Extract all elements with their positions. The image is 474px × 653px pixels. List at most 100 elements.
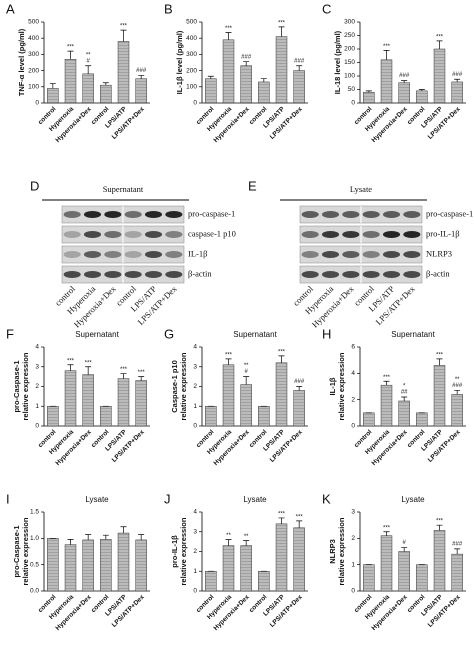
y-tick-label: 3 <box>35 363 39 370</box>
y-tick-label: 2 <box>351 396 355 403</box>
significance-hash: ### <box>452 383 463 389</box>
y-tick-label: 150 <box>344 59 355 66</box>
error-bar <box>138 376 145 381</box>
y-tick-label: 200 <box>186 67 197 74</box>
blot-band <box>342 251 360 258</box>
x-tick-label: LPS/ATP+Dex <box>427 105 462 140</box>
blot-row-label: β-actin <box>426 268 450 278</box>
bar <box>135 380 147 427</box>
bar <box>222 39 235 104</box>
blot-band <box>362 271 380 278</box>
significance-hash: # <box>86 58 90 64</box>
panel-letter: K <box>322 491 331 506</box>
bar <box>433 530 446 592</box>
significance-star: *** <box>436 352 444 358</box>
significance-hash: ### <box>452 72 463 78</box>
error-bar <box>401 547 408 552</box>
panel-letter: B <box>164 1 173 16</box>
blot-row-label: pro-IL-1β <box>426 228 460 238</box>
y-tick-label: 4 <box>35 344 39 351</box>
blot-band <box>104 251 122 258</box>
blot-band <box>342 271 360 278</box>
y-axis-label: Caspase-1 p10 <box>170 360 179 413</box>
y-tick-label: 0 <box>351 423 355 430</box>
blot-band <box>165 231 183 238</box>
y-tick-label: 2 <box>193 548 197 555</box>
blot-row-label: pro-caspase-1 <box>188 208 235 218</box>
x-tick-label: LPS/ATP+Dex <box>111 593 146 628</box>
significance-hash: ### <box>136 68 147 74</box>
blot-band <box>403 251 421 258</box>
y-tick-label: 0 <box>351 100 355 107</box>
bar <box>293 390 305 427</box>
bar <box>117 378 130 427</box>
blot-band <box>342 211 360 218</box>
bar <box>398 551 410 592</box>
blot-band <box>124 211 142 218</box>
panel-letter: H <box>322 326 331 341</box>
blot-band <box>301 231 319 238</box>
subtitle: Supernatant <box>75 330 119 339</box>
bar <box>240 384 252 427</box>
error-bar <box>49 83 56 89</box>
blot-band <box>362 211 380 218</box>
x-tick-label: LPS/ATP+Dex <box>427 593 462 628</box>
error-bar <box>120 526 127 534</box>
blot-band <box>63 251 81 258</box>
y-tick-label: 100 <box>186 84 197 91</box>
blot-band <box>144 231 163 238</box>
significance-star: * <box>403 384 406 390</box>
y-axis-label: relative expression <box>21 352 30 420</box>
error-bar <box>436 40 443 49</box>
significance-hash: ### <box>399 73 410 79</box>
blot-band <box>63 271 81 278</box>
y-tick-label: 0 <box>193 100 197 107</box>
error-bar <box>436 524 443 531</box>
significance-hash: ### <box>294 379 305 385</box>
bar <box>275 36 288 104</box>
error-bar <box>138 75 145 79</box>
bar <box>363 412 375 427</box>
y-axis-label: relative expression <box>337 352 346 420</box>
y-axis-label: IL-1β level (pg/ml) <box>175 30 184 94</box>
x-tick-label: LPS/ATP+Dex <box>111 105 146 140</box>
blot-band <box>124 271 142 278</box>
blot-row-label: IL-1β <box>188 248 207 258</box>
error-bar <box>225 32 232 40</box>
y-tick-label: 200 <box>344 46 355 53</box>
bar <box>222 545 235 592</box>
significance-star: *** <box>436 519 444 525</box>
y-tick-label: 3 <box>193 528 197 535</box>
bar <box>416 90 428 104</box>
significance-star: *** <box>67 45 75 51</box>
error-bar <box>454 390 461 395</box>
significance-star: *** <box>296 514 304 520</box>
error-bar <box>67 364 74 371</box>
bar <box>47 406 59 427</box>
significance-star: *** <box>67 358 75 364</box>
bar <box>416 412 428 427</box>
error-bar <box>243 376 250 385</box>
blot-band <box>144 271 163 278</box>
significance-star: *** <box>278 512 286 518</box>
blot-band <box>165 211 183 218</box>
blot-band <box>165 251 183 258</box>
blot-band <box>165 271 183 278</box>
panel-letter: J <box>164 491 171 506</box>
error-bar <box>296 520 303 528</box>
error-bar <box>207 75 214 79</box>
subtitle: Lysate <box>401 495 425 504</box>
significance-star: *** <box>120 24 128 30</box>
bar <box>240 65 252 104</box>
blot-band <box>63 231 81 238</box>
bar <box>293 527 305 592</box>
bar <box>363 564 375 592</box>
bar <box>135 78 147 104</box>
y-axis-label: IL-18 level (pg/ml) <box>333 30 342 94</box>
bar <box>293 70 305 104</box>
significance-star: *** <box>278 349 286 355</box>
error-bar <box>454 548 461 555</box>
error-bar <box>401 80 408 83</box>
error-bar <box>383 380 390 386</box>
y-tick-label: 100 <box>344 73 355 80</box>
